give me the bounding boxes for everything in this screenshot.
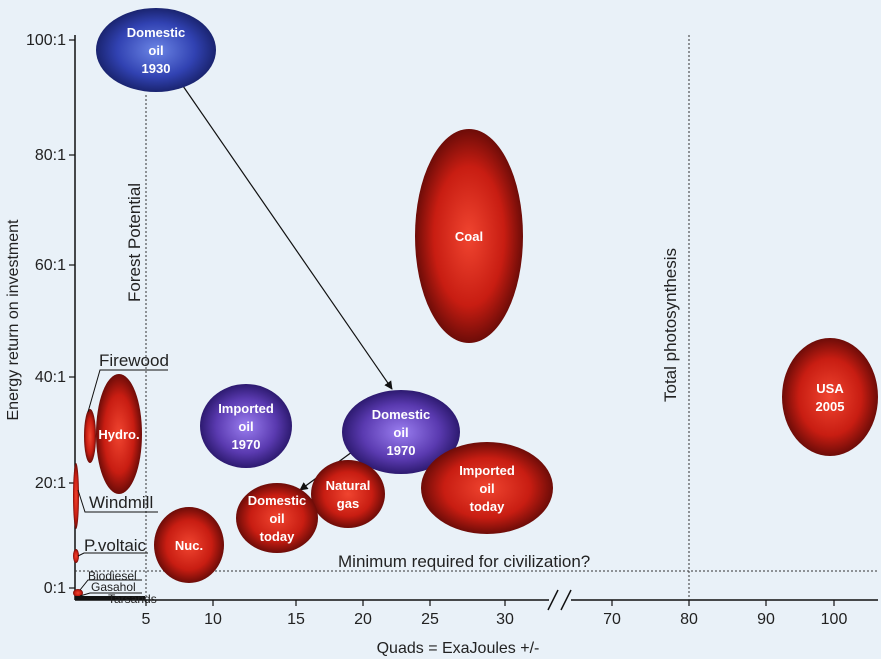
biodiesel-mark xyxy=(73,589,83,597)
bubble-label: Domestic xyxy=(248,493,307,508)
bubble-domestic-oil-1930: Domestic oil 1930 xyxy=(96,8,216,92)
bubble-domestic-oil-1970: Domestic oil 1970 xyxy=(342,390,460,474)
bubble-label: gas xyxy=(337,496,359,511)
firewood-leader xyxy=(87,369,168,413)
y-tick-label: 60:1 xyxy=(35,257,66,274)
bubble-usa-2005: USA 2005 xyxy=(782,338,878,456)
pvoltaic-mark xyxy=(73,549,79,563)
bubble-label: today xyxy=(470,499,505,514)
bubble-label: Imported xyxy=(218,401,274,416)
tarsands-bar xyxy=(75,596,145,600)
y-tick-label: 40:1 xyxy=(35,369,66,386)
bubble-imported-oil-today: Imported oil today xyxy=(421,442,553,534)
x-tick-label: 80 xyxy=(680,611,698,628)
bubble-shape xyxy=(342,390,460,474)
label-firewood: Firewood xyxy=(99,351,169,370)
y-tick-labels: 0:1 20:1 40:1 60:1 80:1 100:1 xyxy=(26,32,75,597)
x-tick-label: 90 xyxy=(757,611,775,628)
bubble-shape xyxy=(421,442,553,534)
bubble-label: Domestic xyxy=(127,25,186,40)
bubble-label: oil xyxy=(238,419,253,434)
bubble-label: USA xyxy=(816,381,844,396)
firewood-mark xyxy=(84,409,96,463)
bubble-shape xyxy=(96,374,142,494)
bubble-label: Hydro. xyxy=(98,427,139,442)
bubble-label: Domestic xyxy=(372,407,431,422)
label-pvoltaic: P.voltaic xyxy=(84,536,147,555)
ref-label-total-photosynthesis: Total photosynthesis xyxy=(661,248,680,402)
label-biodiesel: Biodiesel xyxy=(88,569,137,583)
bubble-shape xyxy=(236,483,318,553)
y-tick-label: 20:1 xyxy=(35,475,66,492)
bubbles: Domestic oil 1930 Coal USA 2005 Imported oil 197… xyxy=(96,8,878,583)
bubble-label: Nuc. xyxy=(175,538,203,553)
y-tick-label: 100:1 xyxy=(26,32,66,49)
bubble-shape xyxy=(311,460,385,528)
x-tick-label: 10 xyxy=(204,611,222,628)
x-tick-label: 100 xyxy=(821,611,848,628)
bubble-label: today xyxy=(260,529,295,544)
y-tick-label: 0:1 xyxy=(44,580,66,597)
bubble-shape xyxy=(782,338,878,456)
bubble-label: oil xyxy=(479,481,494,496)
label-gasahol: Gasahol xyxy=(91,580,136,594)
windmill-leader xyxy=(77,489,158,513)
x-tick-label: 30 xyxy=(496,611,514,628)
x-tick-label: 5 xyxy=(142,611,151,628)
bubble-label: oil xyxy=(269,511,284,526)
arrow-1930-to-1970 xyxy=(182,85,393,390)
bubble-label: Coal xyxy=(455,229,483,244)
x-tick-label: 20 xyxy=(354,611,372,628)
side-label-graphics xyxy=(73,369,168,600)
bubble-nuc-: Nuc. xyxy=(154,507,224,583)
bubble-natural-gas: Natural gas xyxy=(311,460,385,528)
bubble-label: Imported xyxy=(459,463,515,478)
axis-break-mark: // xyxy=(547,589,572,611)
bubble-shape xyxy=(200,384,292,468)
bubble-label: 1970 xyxy=(387,443,416,458)
bubble-label: 1930 xyxy=(142,61,171,76)
gasahol-leader xyxy=(79,592,142,597)
pvoltaic-leader xyxy=(77,552,148,557)
ref-label-minimum-civilization: Minimum required for civilization? xyxy=(338,552,590,571)
x-tick-label: 15 xyxy=(287,611,305,628)
x-tick-label: 70 xyxy=(603,611,621,628)
windmill-mark xyxy=(73,463,79,529)
label-windmill: Windmill xyxy=(89,493,153,512)
x-tick-labels: 5 10 15 20 25 30 70 80 90 100 xyxy=(142,600,848,628)
bubble-shape xyxy=(96,8,216,92)
y-axis-title: Energy return on investment xyxy=(5,219,22,421)
bubble-shape xyxy=(415,129,523,343)
bubble-label: Natural xyxy=(326,478,371,493)
bubble-label: 1970 xyxy=(232,437,261,452)
x-axis-title: Quads = ExaJoules +/- xyxy=(377,640,540,657)
bubble-coal: Coal xyxy=(415,129,523,343)
bubble-shape xyxy=(154,507,224,583)
bubble-imported-oil-1970: Imported oil 1970 xyxy=(200,384,292,468)
bubble-hydro-: Hydro. xyxy=(96,374,142,494)
bubble-label: oil xyxy=(148,43,163,58)
y-tick-label: 80:1 xyxy=(35,147,66,164)
bubble-label: oil xyxy=(393,425,408,440)
ref-label-forest-potential: Forest Potential xyxy=(125,183,144,302)
label-tarsands: Tarsands xyxy=(108,592,157,606)
bubble-label: 2005 xyxy=(816,399,845,414)
bubble-domestic-oil-today: Domestic oil today xyxy=(236,483,318,553)
biodiesel-leader xyxy=(79,579,142,591)
x-tick-label: 25 xyxy=(421,611,439,628)
